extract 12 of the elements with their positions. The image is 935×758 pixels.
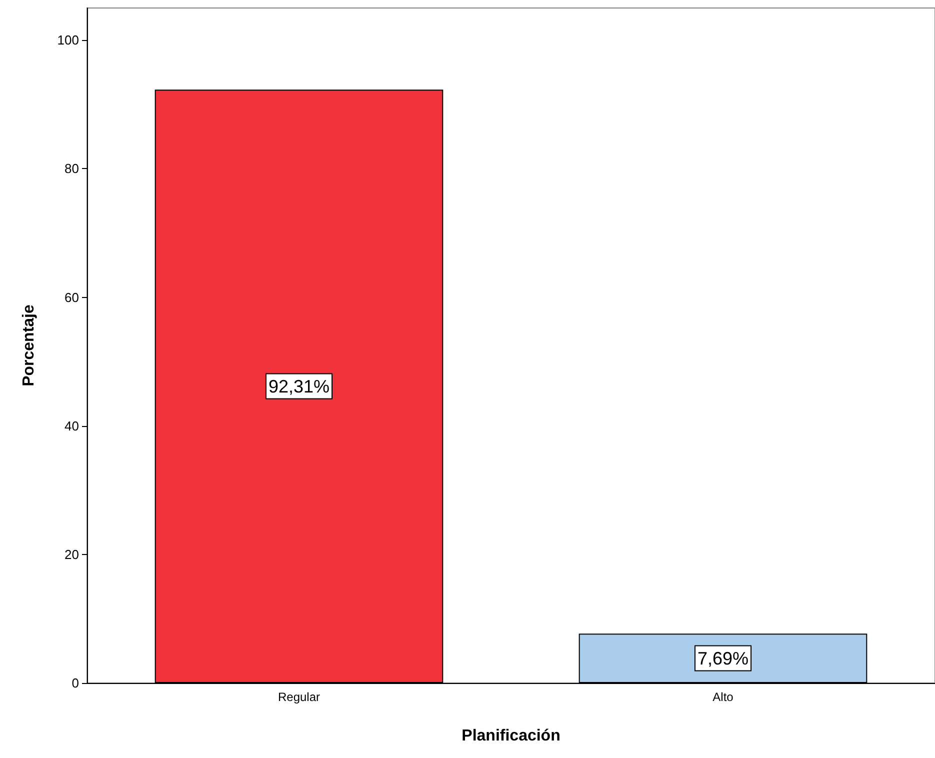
data-label: 7,69% — [697, 648, 749, 668]
x-axis-title: Planificación — [462, 728, 560, 744]
y-tick-label: 20 — [64, 546, 79, 562]
y-tick-label: 60 — [64, 290, 79, 305]
data-label: 92,31% — [268, 376, 330, 396]
y-tick-label: 0 — [72, 676, 79, 690]
y-tick-label: 80 — [64, 161, 79, 176]
y-axis-title: Porcentaje — [20, 304, 38, 386]
x-tick-label: Alto — [712, 690, 734, 704]
y-tick-label: 40 — [64, 418, 79, 434]
y-tick-label: 100 — [57, 32, 79, 48]
x-tick-label: Regular — [278, 690, 320, 704]
